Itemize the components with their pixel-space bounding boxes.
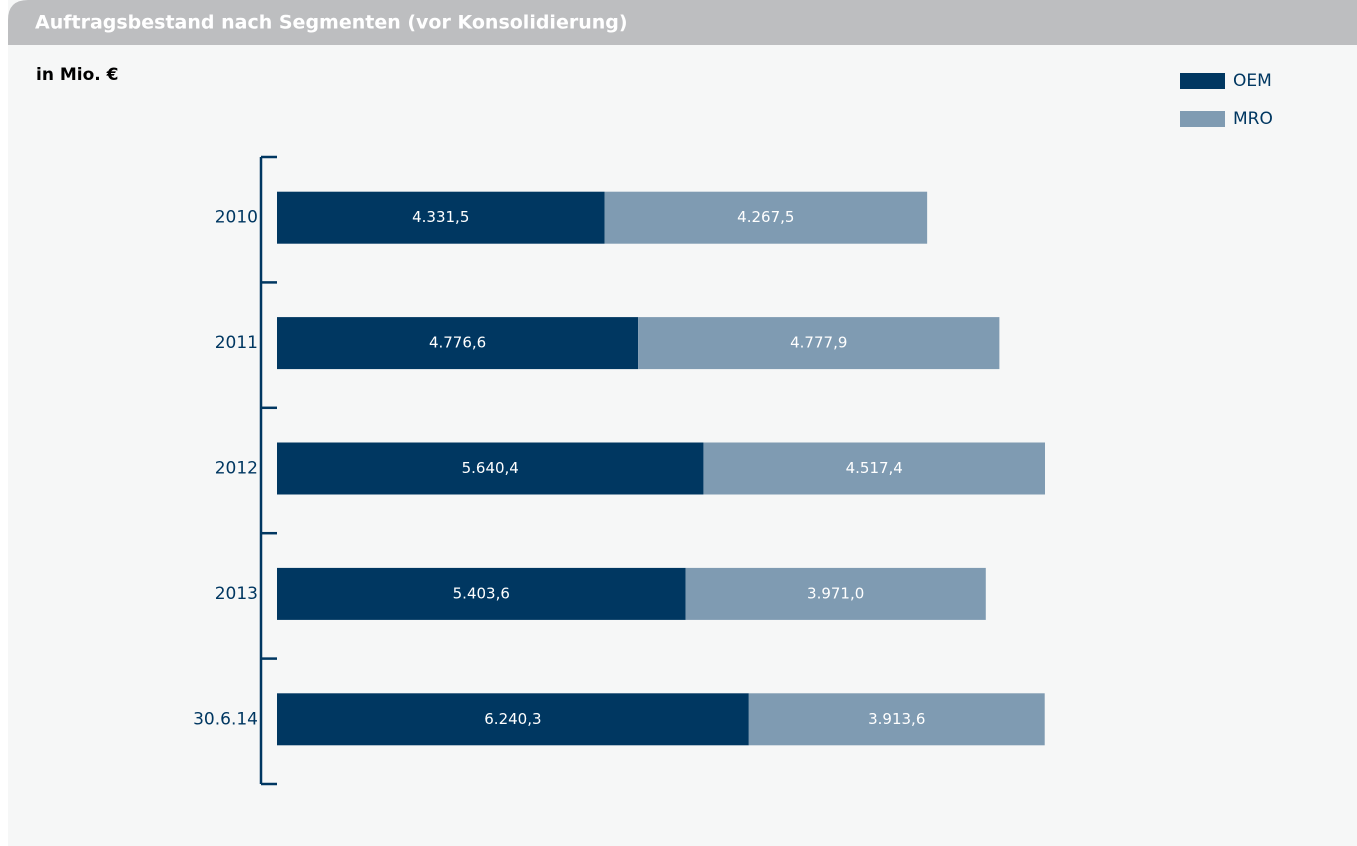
data-label: 3.971,0	[807, 584, 864, 602]
y-tick-label: 30.6.14	[193, 709, 258, 729]
data-label: 3.913,6	[868, 710, 925, 728]
bar-segment	[277, 442, 704, 495]
data-label: 4.777,9	[790, 334, 847, 352]
bar-segment	[685, 567, 986, 620]
bar-segment	[748, 693, 1045, 746]
legend-label: OEM	[1233, 71, 1272, 91]
legend-label: MRO	[1233, 109, 1273, 129]
y-tick-label: 2012	[215, 459, 258, 479]
data-label: 6.240,3	[484, 710, 541, 728]
data-label: 4.517,4	[846, 459, 903, 477]
bar-segment	[703, 442, 1045, 495]
chart-title: Auftragsbestand nach Segmenten (vor Kons…	[35, 12, 628, 34]
legend-swatch	[1180, 111, 1225, 127]
data-label: 5.640,4	[462, 459, 519, 477]
y-tick-label: 2011	[215, 333, 258, 353]
bar-segment	[638, 317, 1000, 370]
legend-swatch	[1180, 73, 1225, 89]
bar-segment	[277, 191, 605, 244]
bar-segment	[277, 693, 749, 746]
data-label: 5.403,6	[453, 584, 510, 602]
unit-label: in Mio. €	[36, 65, 118, 85]
bar-segment	[277, 317, 639, 370]
data-label: 4.331,5	[412, 208, 469, 226]
bar-segment	[277, 567, 686, 620]
data-label: 4.267,5	[737, 208, 794, 226]
header-bar	[8, 0, 1357, 45]
bar-segment	[604, 191, 928, 244]
y-tick-label: 2013	[215, 584, 258, 604]
data-label: 4.776,6	[429, 334, 486, 352]
y-tick-label: 2010	[215, 208, 258, 228]
